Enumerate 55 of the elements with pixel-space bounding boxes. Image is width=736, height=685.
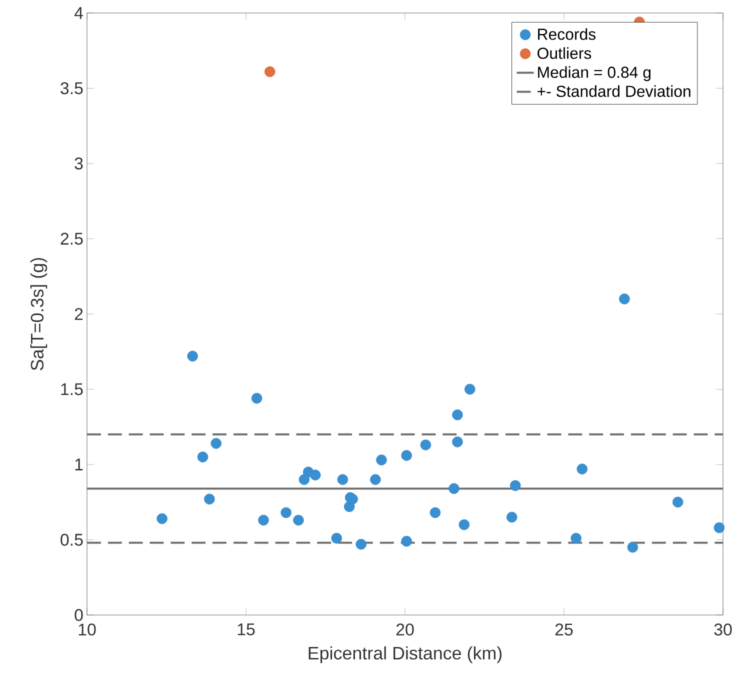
point [570,532,582,544]
point [264,66,276,78]
point [298,474,310,485]
x-tick-label: 20 [396,624,414,636]
point [197,452,208,462]
x-tick-label: 25 [555,624,573,636]
point [506,512,518,523]
point [210,438,222,449]
point [331,532,342,544]
legend-label: Records [538,28,596,40]
y-tick-label: 3.5 [60,82,83,94]
point [258,514,269,526]
y-tick-label: 4 [74,7,83,19]
point [204,494,215,505]
y-tick-label: 1.5 [61,383,83,396]
point [401,450,412,461]
point [452,436,463,448]
point [156,513,168,524]
point [280,507,292,518]
point [370,474,381,485]
y-axis-title: Sa[T=0.3s] (g) [30,258,48,370]
point [458,519,470,530]
y-tick-label: 3 [74,158,83,170]
point [356,538,367,550]
y-tick-label: 2 [74,308,83,320]
y-tick-label: 0 [74,609,83,621]
point [714,522,725,534]
point [376,454,387,466]
point [420,440,432,450]
point [627,542,638,553]
point [464,384,476,395]
point [187,350,198,362]
y-tick-label: 0.5 [60,534,83,546]
y-tick-label: 1 [75,458,83,470]
point [510,480,521,491]
x-tick-label: 30 [714,624,732,636]
point [576,464,588,474]
point [448,483,460,494]
point [293,514,304,526]
point [619,294,630,304]
point [310,470,321,480]
x-tick-label: 15 [238,624,255,636]
point [401,536,412,547]
point [251,392,262,404]
x-axis-title: Epicentral Distance (km) [308,646,502,664]
legend-label: +- Standard Deviation [538,85,690,97]
point [672,496,684,508]
legend-label: Median = 0.84 g [538,66,650,82]
point [430,507,441,518]
point [452,409,463,420]
legend-label: Outliers [538,47,592,59]
point [344,501,355,512]
point [337,474,348,485]
y-tick-label: 2.5 [60,232,83,245]
x-tick-label: 10 [78,624,96,636]
